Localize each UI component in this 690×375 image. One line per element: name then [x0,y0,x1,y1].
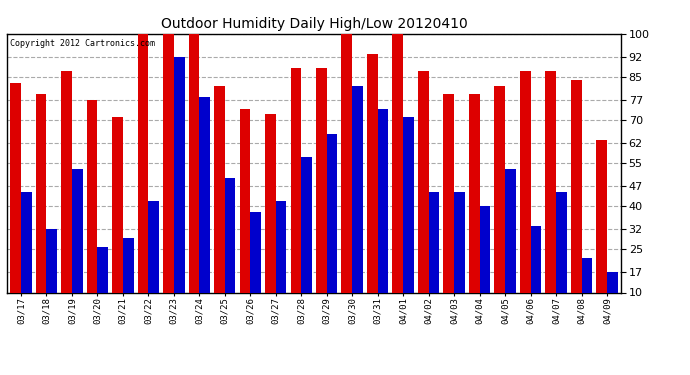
Bar [276,201,286,292]
Bar [72,169,83,292]
Bar [418,71,428,292]
Bar [265,114,276,292]
Bar [342,34,352,292]
Bar [326,134,337,292]
Bar [239,108,250,292]
Bar [21,192,32,292]
Title: Outdoor Humidity Daily High/Low 20120410: Outdoor Humidity Daily High/Low 20120410 [161,17,467,31]
Bar [46,229,57,292]
Bar [545,71,556,292]
Bar [393,34,403,292]
Bar [123,238,134,292]
Bar [36,94,46,292]
Bar [174,57,184,292]
Bar [199,97,210,292]
Bar [428,192,440,292]
Bar [480,206,491,292]
Bar [571,80,582,292]
Bar [596,140,607,292]
Bar [505,169,515,292]
Bar [494,86,505,292]
Bar [61,71,72,292]
Bar [290,68,302,292]
Bar [148,201,159,292]
Bar [531,226,541,292]
Bar [520,71,531,292]
Bar [87,100,97,292]
Bar [137,34,148,292]
Bar [188,34,199,292]
Bar [214,86,225,292]
Bar [367,54,377,292]
Bar [316,68,326,292]
Bar [225,177,235,292]
Bar [10,82,21,292]
Bar [582,258,592,292]
Bar [403,117,414,292]
Bar [454,192,465,292]
Bar [352,86,363,292]
Bar [302,158,312,292]
Bar [444,94,454,292]
Bar [377,108,388,292]
Bar [556,192,566,292]
Text: Copyright 2012 Cartronics.com: Copyright 2012 Cartronics.com [10,39,155,48]
Bar [607,272,618,292]
Bar [163,34,174,292]
Bar [112,117,123,292]
Bar [97,246,108,292]
Bar [250,212,261,292]
Bar [469,94,480,292]
